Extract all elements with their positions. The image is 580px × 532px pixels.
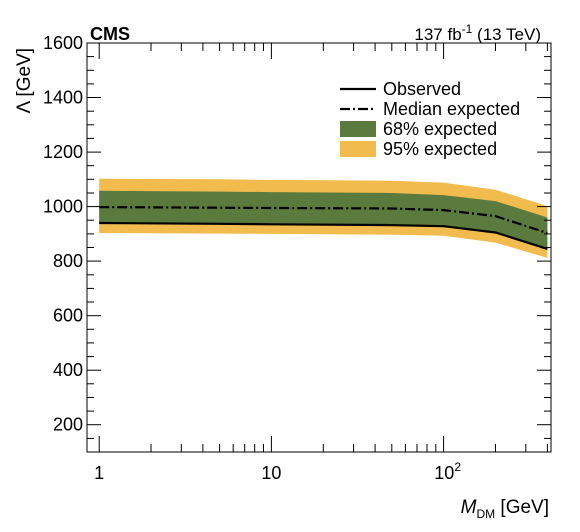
legend-swatch bbox=[340, 121, 376, 137]
y-tick-label: 600 bbox=[53, 306, 83, 326]
legend-label: Observed bbox=[383, 79, 461, 99]
legend-label: 68% expected bbox=[383, 119, 497, 139]
x-tick-label: 102 bbox=[434, 460, 461, 483]
median-expected-line bbox=[99, 206, 548, 235]
y-tick-label: 1600 bbox=[43, 33, 83, 53]
y-axis-title: Λ [GeV] bbox=[14, 48, 35, 114]
tick-labels: 200 400 600 800 1000 1200 1400 1600 1 10 102 bbox=[43, 33, 461, 483]
x-tick-label: 1 bbox=[94, 463, 104, 483]
legend-label: 95% expected bbox=[383, 139, 497, 159]
axis-ticks bbox=[87, 42, 551, 453]
x-tick-label: 10 bbox=[261, 463, 281, 483]
y-tick-label: 400 bbox=[53, 360, 83, 380]
observed-line bbox=[99, 221, 548, 250]
legend-label: Median expected bbox=[383, 99, 520, 119]
y-tick-label: 800 bbox=[53, 251, 83, 271]
expected-bands bbox=[99, 178, 548, 258]
y-tick-label: 200 bbox=[53, 415, 83, 435]
y-tick-label: 1000 bbox=[43, 197, 83, 217]
x-axis-title: MDM [GeV] bbox=[461, 497, 549, 521]
experiment-label: CMS bbox=[90, 24, 130, 44]
luminosity-label: 137 fb-1 (13 TeV) bbox=[414, 22, 541, 44]
legend-swatch bbox=[340, 141, 376, 157]
limit-curves bbox=[99, 206, 548, 250]
band-68-expected bbox=[99, 190, 548, 249]
y-tick-label: 1200 bbox=[43, 142, 83, 162]
y-tick-label: 1400 bbox=[43, 88, 83, 108]
